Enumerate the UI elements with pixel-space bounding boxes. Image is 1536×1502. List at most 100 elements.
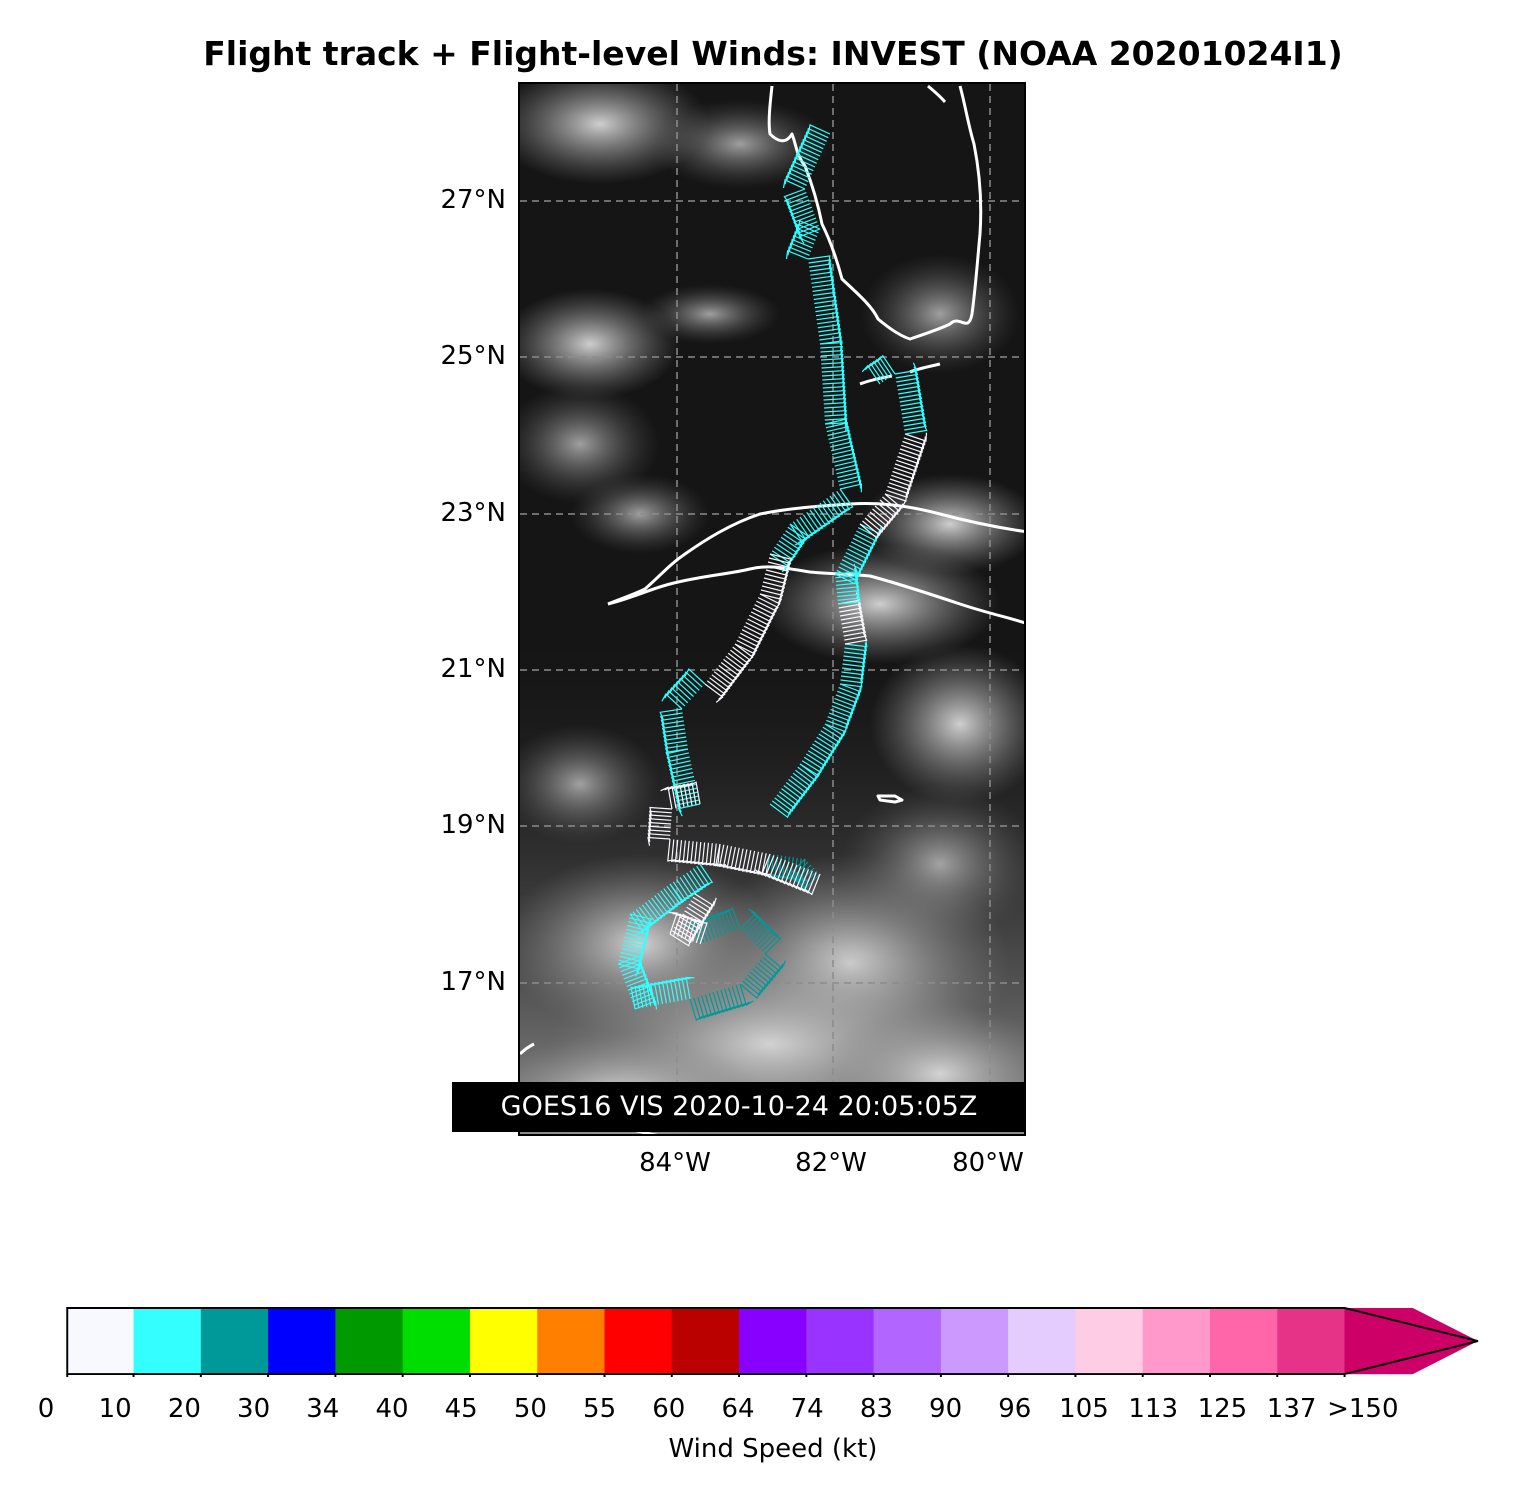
wind-barb (659, 712, 683, 725)
wind-barb (765, 569, 789, 583)
cayman-islands-outline (876, 794, 904, 804)
wind-barb (736, 639, 758, 657)
wind-barb (807, 255, 831, 265)
wind-barb (832, 452, 856, 462)
wind-barb (845, 552, 868, 564)
lat-label-21n: 21°N (440, 654, 506, 684)
wind-barb (734, 847, 744, 871)
wind-barb (789, 164, 812, 175)
wind-barb (839, 604, 863, 617)
wind-barb (649, 983, 659, 1006)
florida-east-coast (927, 84, 947, 103)
wind-barb (706, 914, 723, 937)
wind-barb (754, 604, 776, 622)
wind-barb (704, 683, 724, 703)
wind-barb (816, 736, 839, 750)
wind-barb (758, 928, 776, 949)
wind-barb (708, 993, 723, 1016)
wind-barb (741, 849, 751, 872)
wind-barb (897, 378, 921, 391)
wind-barb (831, 445, 854, 455)
wind-barb (818, 332, 842, 342)
wind-barb (662, 728, 686, 741)
wind-barb (896, 458, 919, 469)
wind-barb (861, 364, 881, 385)
wind-barb (822, 726, 845, 740)
colorbar-tick-label: 10 (98, 1394, 132, 1424)
wind-barb (810, 271, 833, 281)
map-panel[interactable] (518, 82, 1026, 1136)
wind-barb (661, 980, 671, 1004)
wind-barb (814, 740, 837, 754)
colorbar-tick-label: 40 (375, 1394, 409, 1424)
wind-barb (768, 557, 792, 571)
wind-barb (632, 911, 648, 934)
wind-barb (843, 646, 867, 656)
wind-barb (836, 569, 859, 582)
wind-barb (877, 502, 899, 519)
wind-barb (898, 386, 922, 399)
wind-barb (648, 814, 672, 824)
wind-barb (832, 701, 856, 711)
wind-barb (864, 362, 884, 383)
wind-barb (688, 781, 701, 805)
wind-barb (809, 263, 832, 273)
wind-barb (749, 850, 759, 874)
wind-barb (626, 928, 649, 943)
wind-barb (717, 910, 734, 932)
wind-barb (734, 643, 754, 663)
colorbar-tick-label: 50 (513, 1394, 547, 1424)
wind-barb (777, 862, 794, 885)
wind-barb (680, 782, 693, 806)
wind-barb (661, 724, 685, 737)
wind-barb (837, 471, 860, 481)
wind-barb (762, 956, 784, 973)
wind-barb (823, 405, 847, 415)
wind-barb (649, 806, 673, 816)
wind-barb (688, 903, 711, 917)
wind-barb (823, 401, 847, 411)
wind-barb (647, 836, 671, 846)
lat-label-27n: 27°N (440, 185, 506, 215)
wind-barb (904, 422, 928, 435)
colorbar-segment (268, 1307, 336, 1375)
wind-barb (683, 916, 693, 940)
wind-barb (841, 559, 865, 571)
wind-barb (826, 425, 849, 435)
wind-barb (802, 135, 826, 146)
wind-barb (709, 677, 729, 697)
wind-barb (824, 723, 848, 733)
wind-barb (788, 242, 812, 253)
wind-barb (844, 638, 868, 648)
colorbar-tick-label: 45 (444, 1394, 478, 1424)
wind-barb (678, 840, 688, 863)
wind-barb (767, 561, 791, 575)
wind-barb (888, 481, 911, 491)
wind-barb (884, 493, 907, 510)
wind-barb (622, 944, 645, 958)
wind-barb (660, 890, 675, 913)
wind-barb (804, 131, 827, 142)
wind-barb (668, 785, 681, 808)
chart-title: Flight track + Flight-level Winds: INVES… (203, 34, 1343, 73)
colorbar-tick-label: >150 (1327, 1394, 1399, 1424)
wind-barb (833, 456, 856, 466)
wind-barb (807, 750, 831, 764)
wind-barb (677, 978, 687, 1001)
wind-barb (648, 821, 672, 831)
wind-barb (726, 846, 736, 869)
wind-barb (804, 873, 821, 896)
wind-barb (895, 366, 919, 379)
wind-barb (788, 202, 811, 219)
wind-barb (669, 933, 692, 947)
wind-barb (812, 743, 835, 757)
wind-barb (745, 914, 763, 936)
wind-barb (659, 708, 683, 721)
wind-barb (798, 228, 821, 244)
wind-barb (838, 475, 861, 485)
wind-barb (900, 394, 923, 407)
wind-barb (766, 858, 783, 880)
map-canvas (520, 84, 1024, 1134)
wind-barb (617, 955, 641, 965)
wind-barb (769, 553, 793, 567)
